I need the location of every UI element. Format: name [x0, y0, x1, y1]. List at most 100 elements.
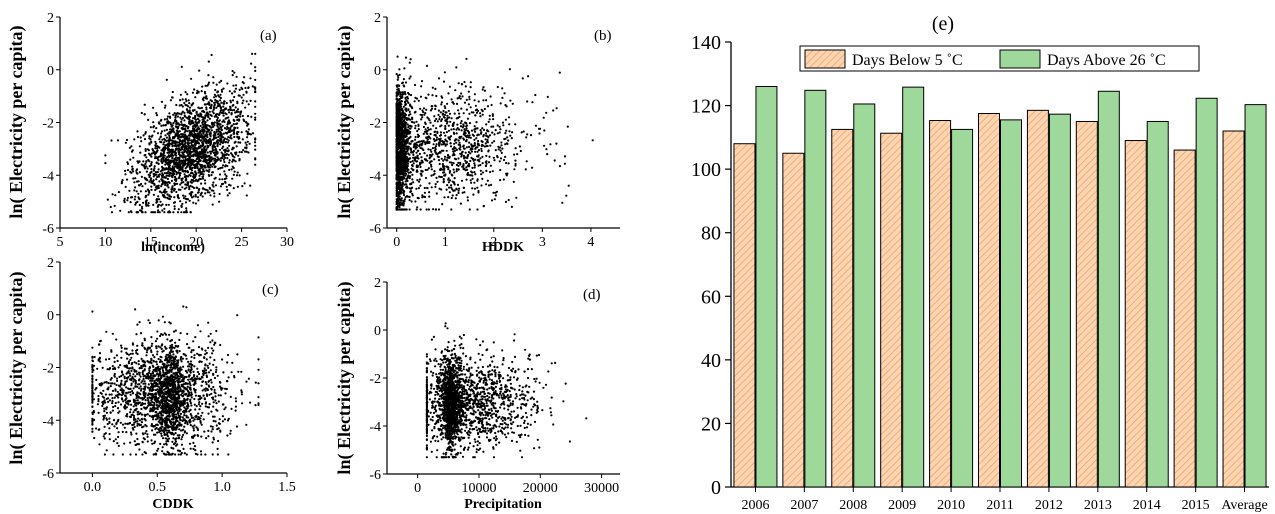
- scatter-point: [155, 114, 159, 117]
- scatter-point: [163, 129, 166, 132]
- scatter-point: [198, 136, 201, 139]
- scatter-point: [484, 142, 487, 145]
- scatter-point: [236, 185, 239, 188]
- scatter-point: [228, 129, 231, 132]
- scatter-point: [406, 175, 409, 178]
- scatter-point: [507, 198, 510, 202]
- scatter-point: [397, 194, 400, 197]
- scatter-point: [453, 149, 456, 152]
- scatter-point: [154, 188, 157, 192]
- scatter-point: [412, 153, 415, 156]
- scatter-point: [462, 123, 465, 126]
- scatter-point: [254, 69, 257, 72]
- scatter-point: [200, 191, 203, 194]
- scatter-point: [213, 93, 216, 96]
- scatter-point: [496, 155, 499, 158]
- scatter-point: [395, 140, 398, 143]
- scatter-point: [414, 147, 417, 150]
- scatter-point: [175, 141, 178, 144]
- scatter-point: [226, 123, 229, 126]
- scatter-point: [239, 115, 242, 118]
- scatter-point: [405, 163, 408, 166]
- scatter-point: [505, 129, 508, 132]
- scatter-point: [117, 366, 120, 369]
- scatter-point: [208, 186, 211, 189]
- scatter-point: [246, 115, 250, 118]
- scatter-point: [238, 151, 241, 154]
- scatter-point: [246, 124, 249, 127]
- scatter-point: [401, 136, 404, 139]
- scatter-point: [420, 113, 424, 117]
- scatter-point: [208, 168, 211, 171]
- scatter-point: [407, 171, 410, 174]
- scatter-point: [500, 151, 503, 154]
- scatter-point: [167, 197, 170, 200]
- scatter-point: [126, 162, 130, 165]
- scatter-point: [178, 158, 181, 162]
- scatter-point: [460, 155, 463, 158]
- scatter-point: [428, 140, 431, 144]
- scatter-point: [225, 132, 229, 135]
- scatter-point: [591, 139, 594, 142]
- scatter-point: [168, 144, 171, 147]
- scatter-point: [196, 196, 200, 199]
- scatter-point: [243, 182, 246, 185]
- scatter-point: [180, 161, 183, 164]
- scatter-point: [175, 190, 178, 194]
- scatter-point: [207, 321, 210, 324]
- scatter-point: [111, 332, 114, 335]
- scatter-point: [181, 105, 184, 108]
- scatter-point: [145, 156, 148, 159]
- scatter-point: [224, 117, 227, 120]
- scatter-point: [117, 444, 120, 447]
- scatter-point: [398, 133, 401, 136]
- scatter-point: [446, 102, 449, 105]
- scatter-point: [406, 162, 410, 165]
- scatter-point: [185, 100, 188, 103]
- scatter-point: [123, 197, 126, 200]
- scatter-point: [403, 90, 407, 94]
- scatter-point: [254, 144, 257, 147]
- scatter-point: [448, 116, 451, 119]
- scatter-point: [445, 143, 449, 146]
- scatter-point: [481, 88, 484, 91]
- scatter-point: [400, 197, 403, 200]
- scatter-point: [110, 211, 114, 214]
- scatter-point: [209, 163, 212, 167]
- scatter-point: [111, 402, 114, 405]
- scatter-point: [177, 188, 180, 191]
- scatter-point: [206, 144, 209, 147]
- scatter-point: [132, 411, 135, 414]
- scatter-point: [215, 368, 218, 371]
- scatter-point: [151, 134, 154, 137]
- scatter-point: [202, 132, 205, 135]
- scatter-point: [434, 145, 438, 148]
- scatter-point: [467, 151, 470, 154]
- scatter-point: [408, 177, 411, 180]
- scatter-point: [473, 166, 476, 169]
- scatter-point: [131, 168, 134, 171]
- scatter-point: [395, 97, 398, 100]
- scatter-point: [183, 148, 186, 151]
- scatter-point: [230, 407, 233, 410]
- scatter-point: [487, 150, 490, 153]
- scatter-point: [235, 151, 238, 154]
- scatter-point: [145, 203, 148, 206]
- scatter-point: [163, 191, 166, 194]
- scatter-point: [189, 211, 192, 214]
- scatter-point: [220, 135, 223, 138]
- scatter-point: [485, 162, 488, 165]
- scatter-point: [395, 187, 398, 190]
- scatter-point: [139, 151, 142, 154]
- scatter-point: [463, 147, 466, 150]
- scatter-point: [401, 93, 404, 96]
- scatter-point: [157, 195, 160, 198]
- scatter-point: [421, 159, 424, 162]
- scatter-point: [404, 168, 407, 171]
- scatter-point: [408, 208, 411, 211]
- scatter-point: [431, 147, 434, 150]
- scatter-point: [93, 436, 96, 440]
- scatter-point: [444, 144, 447, 147]
- scatter-point: [426, 129, 429, 132]
- scatter-point: [160, 191, 163, 194]
